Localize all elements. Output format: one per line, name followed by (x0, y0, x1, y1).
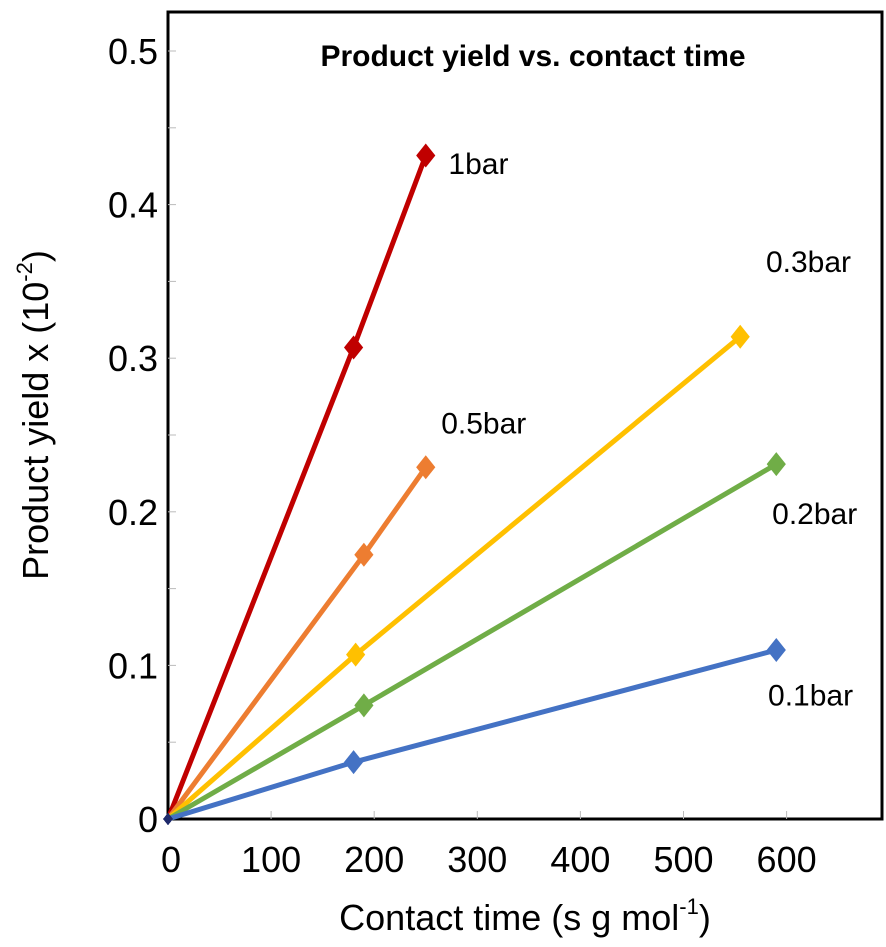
x-axis-label-close: ) (699, 897, 711, 938)
data-point-0.1bar (343, 750, 364, 775)
data-point-0.2bar (354, 693, 374, 718)
y-axis-label-main: Product yield x (10 (15, 282, 56, 580)
x-tick-label: 200 (344, 839, 404, 880)
y-axis-label-sup: -2 (12, 262, 37, 282)
data-point-0.5bar (416, 455, 436, 480)
data-point-0.1bar (766, 638, 786, 663)
data-point-1bar (416, 143, 436, 168)
y-tick-label: 0 (138, 799, 158, 840)
x-tick-label: 600 (757, 839, 817, 880)
y-tick-label: 0.5 (108, 31, 158, 72)
y-tick-label: 0.3 (108, 338, 158, 379)
x-tick-label: 300 (447, 839, 507, 880)
x-tick-label: 0 (161, 839, 181, 880)
series-label-1bar: 1bar (448, 148, 508, 181)
series-lines (165, 154, 778, 822)
y-axis-label: Product yield x (10-2) (12, 250, 56, 580)
data-point-0.5bar (354, 542, 374, 567)
data-point-0.2bar (766, 452, 786, 477)
series-label-0.1bar: 0.1bar (768, 679, 853, 712)
plot-frame (166, 10, 884, 821)
series-markers (163, 143, 786, 825)
y-tick-labels: 0 0.1 0.2 0.3 0.4 0.5 (108, 31, 158, 840)
x-tick-label: 500 (653, 839, 713, 880)
series-line-0.5bar (165, 465, 428, 821)
data-point-0.3bar (346, 642, 366, 667)
minor-ticks (168, 50, 788, 819)
series-labels: 1bar 0.5bar 0.3bar 0.2bar 0.1bar (441, 148, 857, 712)
y-tick-label: 0.4 (108, 185, 158, 226)
x-tick-label: 100 (241, 839, 301, 880)
data-point-1bar (343, 335, 364, 360)
x-axis-label: Contact time (s g mol-1) (339, 894, 711, 938)
x-axis-label-sup: -1 (679, 894, 699, 919)
series-label-0.5bar: 0.5bar (441, 407, 526, 440)
series-label-0.2bar: 0.2bar (772, 498, 857, 531)
series-label-0.3bar: 0.3bar (766, 246, 851, 279)
chart-title: Product yield vs. contact time (320, 40, 745, 73)
y-axis-label-close: ) (15, 250, 56, 262)
x-axis-label-main: Contact time (s g mol (339, 897, 679, 938)
series-line-0.2bar (166, 462, 778, 822)
data-point-0.1bar (163, 813, 173, 825)
x-tick-labels: 0 100 200 300 400 500 600 (161, 839, 817, 880)
series-line-1bar (165, 154, 429, 820)
y-tick-label: 0.1 (108, 645, 158, 686)
series-line-0.1bar (167, 647, 777, 822)
data-point-0.3bar (730, 324, 750, 349)
y-tick-label: 0.2 (108, 492, 158, 533)
x-tick-label: 400 (550, 839, 610, 880)
